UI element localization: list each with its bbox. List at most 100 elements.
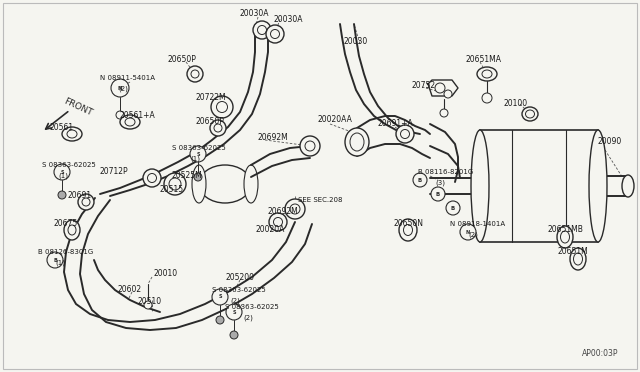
- Circle shape: [190, 146, 206, 162]
- Ellipse shape: [120, 115, 140, 129]
- Text: 20030A: 20030A: [240, 10, 269, 19]
- Ellipse shape: [211, 96, 233, 118]
- Ellipse shape: [396, 125, 414, 143]
- Ellipse shape: [401, 129, 410, 138]
- Ellipse shape: [622, 175, 634, 197]
- Text: 20090: 20090: [598, 138, 622, 147]
- Ellipse shape: [214, 124, 222, 132]
- Text: (3): (3): [435, 180, 445, 186]
- Circle shape: [212, 289, 228, 305]
- Text: (2): (2): [230, 298, 240, 304]
- Text: 20691+A: 20691+A: [378, 119, 413, 128]
- Ellipse shape: [143, 169, 161, 187]
- Text: B: B: [418, 177, 422, 183]
- Text: 205200: 205200: [226, 273, 255, 282]
- Ellipse shape: [253, 21, 271, 39]
- Text: N 08911-5401A: N 08911-5401A: [100, 75, 155, 81]
- Text: 20692M: 20692M: [268, 208, 299, 217]
- Ellipse shape: [570, 248, 586, 270]
- Circle shape: [446, 201, 460, 215]
- Text: (1): (1): [55, 260, 65, 266]
- Circle shape: [144, 301, 152, 309]
- Ellipse shape: [589, 130, 607, 242]
- Text: FRONT: FRONT: [62, 96, 93, 118]
- Text: S: S: [196, 151, 200, 157]
- Text: 20561: 20561: [50, 124, 74, 132]
- Ellipse shape: [399, 219, 417, 241]
- Ellipse shape: [78, 194, 94, 210]
- Ellipse shape: [210, 120, 226, 136]
- Ellipse shape: [216, 102, 227, 112]
- Text: 20651MA: 20651MA: [465, 55, 501, 64]
- Circle shape: [58, 191, 66, 199]
- Ellipse shape: [285, 199, 305, 219]
- Text: B 08126-8301G: B 08126-8301G: [38, 249, 93, 255]
- Text: (2): (2): [468, 232, 478, 238]
- Text: 20510: 20510: [138, 298, 162, 307]
- Text: 20020A: 20020A: [255, 224, 284, 234]
- Text: 20651M: 20651M: [558, 247, 589, 257]
- Circle shape: [440, 109, 448, 117]
- Bar: [480, 130, 598, 242]
- Ellipse shape: [305, 141, 315, 151]
- Ellipse shape: [273, 218, 282, 227]
- Text: S 08363-62025: S 08363-62025: [225, 304, 279, 310]
- Text: 20561+A: 20561+A: [120, 110, 156, 119]
- Ellipse shape: [271, 29, 280, 38]
- Circle shape: [460, 224, 476, 240]
- Circle shape: [435, 83, 445, 93]
- Text: B: B: [436, 192, 440, 196]
- Ellipse shape: [403, 224, 413, 235]
- Text: SEE SEC.208: SEE SEC.208: [298, 197, 342, 203]
- Circle shape: [216, 316, 224, 324]
- Circle shape: [413, 173, 427, 187]
- Text: B: B: [451, 205, 455, 211]
- Text: 20525M: 20525M: [172, 171, 203, 180]
- Ellipse shape: [266, 25, 284, 43]
- Ellipse shape: [169, 178, 181, 190]
- Ellipse shape: [300, 136, 320, 156]
- Circle shape: [54, 164, 70, 180]
- Text: 20651MB: 20651MB: [548, 225, 584, 234]
- Text: B 08116-8201G: B 08116-8201G: [418, 169, 473, 175]
- Ellipse shape: [68, 225, 76, 235]
- Ellipse shape: [290, 204, 300, 214]
- Ellipse shape: [147, 173, 157, 183]
- Ellipse shape: [573, 253, 582, 265]
- Text: 20020AA: 20020AA: [318, 115, 353, 125]
- Text: S 08363-62025: S 08363-62025: [42, 162, 96, 168]
- Text: 20650P: 20650P: [168, 55, 197, 64]
- Ellipse shape: [350, 133, 364, 151]
- Text: (1): (1): [190, 156, 200, 162]
- Circle shape: [444, 90, 452, 98]
- Text: (2): (2): [118, 86, 128, 92]
- Circle shape: [431, 187, 445, 201]
- Text: 20010: 20010: [154, 269, 178, 279]
- Text: S 08363-62025: S 08363-62025: [212, 287, 266, 293]
- Ellipse shape: [67, 130, 77, 138]
- Ellipse shape: [199, 165, 251, 203]
- Text: 20650P: 20650P: [196, 118, 225, 126]
- Circle shape: [111, 79, 129, 97]
- Circle shape: [226, 304, 242, 320]
- Circle shape: [482, 93, 492, 103]
- Ellipse shape: [471, 130, 489, 242]
- Text: S: S: [60, 170, 64, 174]
- Text: 20712P: 20712P: [100, 167, 129, 176]
- Ellipse shape: [477, 67, 497, 81]
- Text: 20100: 20100: [504, 99, 528, 109]
- Text: S 08363-62025: S 08363-62025: [172, 145, 226, 151]
- Text: S: S: [232, 310, 236, 314]
- Ellipse shape: [244, 165, 258, 203]
- Circle shape: [47, 252, 63, 268]
- Ellipse shape: [62, 127, 82, 141]
- Circle shape: [116, 111, 124, 119]
- Ellipse shape: [187, 66, 203, 82]
- Text: 20691: 20691: [68, 190, 92, 199]
- Ellipse shape: [269, 213, 287, 231]
- Ellipse shape: [82, 198, 90, 206]
- Ellipse shape: [525, 110, 534, 118]
- Ellipse shape: [557, 226, 573, 248]
- Ellipse shape: [257, 26, 266, 35]
- Text: 20752: 20752: [412, 80, 436, 90]
